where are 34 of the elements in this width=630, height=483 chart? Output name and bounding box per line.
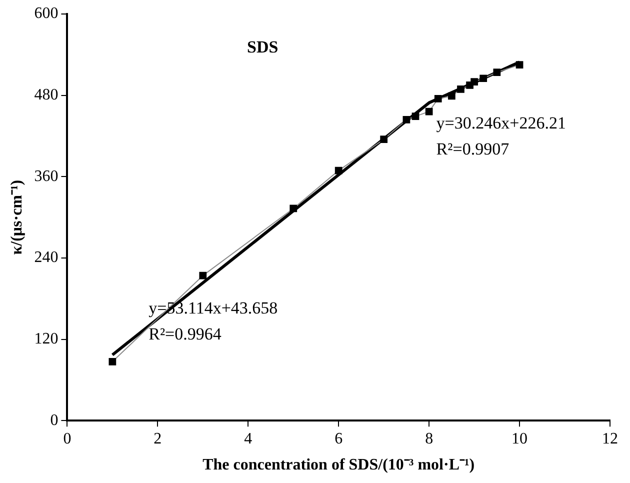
point <box>425 108 433 116</box>
annotation: y=30.246x+226.21 <box>436 113 566 132</box>
x-tick-label: 6 <box>334 430 343 448</box>
y-tick-label: 0 <box>50 412 58 429</box>
point <box>516 61 524 69</box>
y-tick-label: 600 <box>34 5 58 22</box>
point <box>457 86 464 93</box>
annotation: R²=0.9964 <box>148 324 222 344</box>
annotation: R²=0.9907 <box>436 140 510 159</box>
x-tick-label: 4 <box>244 430 252 448</box>
y-tick-label: 120 <box>34 330 58 348</box>
x-tick-label: 10 <box>512 430 528 448</box>
y-tick-label: 480 <box>34 86 58 104</box>
y-tick-label: 240 <box>34 249 58 266</box>
point <box>480 74 488 82</box>
point <box>434 95 442 102</box>
point <box>412 112 420 120</box>
x-tick-label: 8 <box>425 430 434 448</box>
y-tick-label: 360 <box>34 168 58 185</box>
text: SDS <box>247 37 278 56</box>
point <box>448 92 456 100</box>
point <box>380 136 388 144</box>
x-tick-label: 0 <box>63 430 72 448</box>
point <box>402 116 410 124</box>
x-axis-title: The concentration of SDS/(10⁻³ mol·L⁻¹) <box>202 456 475 474</box>
point <box>470 78 478 86</box>
point <box>493 68 501 76</box>
point <box>290 204 298 212</box>
x-tick-label: 2 <box>154 430 162 448</box>
point <box>334 166 342 174</box>
y-axis-title: κ/(μs·cm⁻¹) <box>8 180 26 255</box>
point <box>199 272 207 280</box>
point <box>108 358 116 366</box>
x-tick-label: 12 <box>602 430 618 448</box>
